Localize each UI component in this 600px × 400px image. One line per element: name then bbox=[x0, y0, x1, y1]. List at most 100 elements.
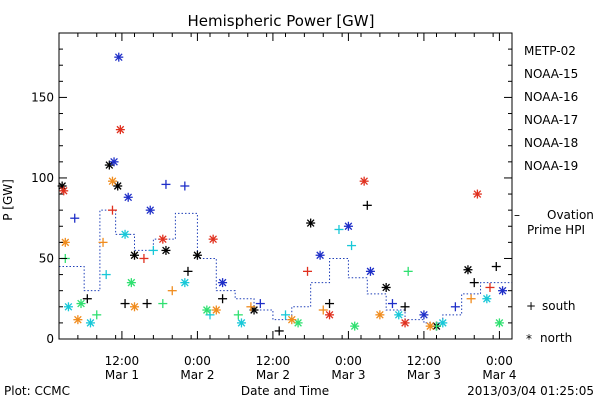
plot-frame bbox=[58, 32, 513, 340]
legend-noaa-16: NOAA-16 bbox=[524, 90, 578, 104]
data-point-south bbox=[120, 299, 130, 309]
data-point-south bbox=[183, 266, 193, 276]
data-point-north bbox=[120, 229, 130, 239]
x-tick-time-label: 0:00 bbox=[486, 354, 513, 368]
x-tick-date-label: Mar 3 bbox=[407, 368, 441, 382]
data-point-north bbox=[498, 286, 508, 296]
data-point-north bbox=[202, 305, 212, 315]
data-point-north bbox=[104, 160, 114, 170]
x-tick-time-label: 12:00 bbox=[256, 354, 291, 368]
x-tick-time-label: 0:00 bbox=[184, 354, 211, 368]
legend-ovation-line2: Prime HPI bbox=[527, 223, 585, 237]
footer-plot-credit: Plot: CCMC bbox=[4, 384, 70, 398]
data-point-north bbox=[85, 318, 95, 328]
data-point-north bbox=[306, 218, 316, 228]
data-point-south bbox=[469, 278, 479, 288]
data-point-south bbox=[70, 213, 80, 223]
data-point-south bbox=[387, 299, 397, 309]
y-axis-ticks: 0 50 100 150 bbox=[31, 48, 512, 346]
ovation-step-line bbox=[59, 209, 513, 324]
legend-noaa-19: NOAA-19 bbox=[524, 159, 578, 173]
x-tick-date-label: Mar 3 bbox=[331, 368, 365, 382]
data-point-north bbox=[287, 315, 297, 325]
y-tick-label: 150 bbox=[31, 90, 54, 104]
data-point-north bbox=[236, 318, 246, 328]
data-point-south bbox=[274, 326, 284, 336]
data-point-south bbox=[142, 299, 152, 309]
data-point-north bbox=[381, 282, 391, 292]
data-point-north bbox=[359, 176, 369, 186]
data-point-south bbox=[98, 237, 108, 247]
data-point-north bbox=[482, 294, 492, 304]
data-point-south bbox=[218, 294, 228, 304]
data-point-south bbox=[107, 205, 117, 215]
data-point-north bbox=[63, 302, 73, 312]
data-point-north bbox=[249, 305, 259, 315]
y-tick-label: 0 bbox=[46, 332, 54, 346]
data-point-north bbox=[192, 250, 202, 260]
data-point-north bbox=[130, 250, 139, 260]
data-point-north bbox=[130, 302, 139, 312]
data-point-south bbox=[82, 294, 92, 304]
x-tick-date-label: Mar 4 bbox=[482, 368, 516, 382]
data-point-south bbox=[318, 305, 328, 315]
data-point-north bbox=[325, 310, 335, 320]
y-tick-label: 50 bbox=[39, 251, 54, 265]
data-point-north bbox=[161, 245, 171, 255]
data-point-south bbox=[347, 241, 357, 251]
data-point-south bbox=[491, 262, 501, 272]
data-point-south bbox=[400, 302, 410, 312]
legend-noaa-17: NOAA-17 bbox=[524, 113, 578, 127]
legend-ovation-dash: – bbox=[514, 208, 520, 222]
data-point-north bbox=[365, 266, 375, 276]
data-point-south bbox=[334, 224, 344, 234]
data-point-north bbox=[350, 321, 360, 331]
data-point-north bbox=[218, 278, 228, 288]
data-point-north bbox=[123, 192, 133, 202]
data-point-north bbox=[315, 250, 325, 260]
data-point-south bbox=[466, 294, 476, 304]
data-point-south bbox=[167, 286, 177, 296]
data-point-south bbox=[281, 310, 290, 320]
x-tick-date-label: Mar 2 bbox=[256, 368, 290, 382]
legend-ovation-line1: Ovation bbox=[547, 208, 594, 222]
data-point-south bbox=[180, 181, 190, 191]
data-point-north bbox=[76, 299, 86, 309]
legend-north-label: north bbox=[540, 331, 572, 345]
data-point-north bbox=[472, 189, 482, 199]
data-point-south bbox=[148, 245, 158, 255]
chart-title: Hemispheric Power [GW] bbox=[188, 12, 375, 30]
data-point-south bbox=[246, 302, 256, 312]
data-point-north bbox=[208, 234, 218, 244]
data-point-south bbox=[450, 302, 460, 312]
data-point-north bbox=[375, 310, 385, 320]
data-point-south bbox=[205, 310, 215, 320]
data-point-south bbox=[161, 179, 171, 189]
data-point-south bbox=[325, 299, 335, 309]
data-point-north bbox=[158, 234, 168, 244]
data-point-north bbox=[114, 52, 124, 62]
data-point-north bbox=[400, 318, 410, 328]
data-point-north bbox=[463, 265, 473, 275]
legend-noaa-15: NOAA-15 bbox=[524, 67, 578, 81]
legend-metp-02: METP-02 bbox=[524, 44, 576, 58]
legend: METP-02 NOAA-15 NOAA-16 NOAA-17 NOAA-18 … bbox=[514, 44, 594, 346]
data-point-south bbox=[362, 200, 372, 210]
data-point-south bbox=[485, 282, 495, 292]
legend-north-symbol: * bbox=[526, 332, 532, 346]
data-point-north bbox=[425, 321, 435, 331]
data-point-south bbox=[233, 310, 243, 320]
legend-noaa-18: NOAA-18 bbox=[524, 136, 578, 150]
data-point-south bbox=[139, 253, 149, 263]
data-marks-layer bbox=[57, 52, 508, 336]
y-tick-label: 100 bbox=[31, 171, 54, 185]
x-tick-date-label: Mar 2 bbox=[180, 368, 214, 382]
data-point-north bbox=[343, 221, 353, 231]
data-point-north bbox=[145, 205, 155, 215]
x-tick-time-label: 0:00 bbox=[335, 354, 362, 368]
data-point-north bbox=[180, 278, 190, 288]
x-tick-time-label: 12:00 bbox=[105, 354, 140, 368]
footer-timestamp: 2013/03/04 01:25:05 bbox=[467, 384, 594, 398]
